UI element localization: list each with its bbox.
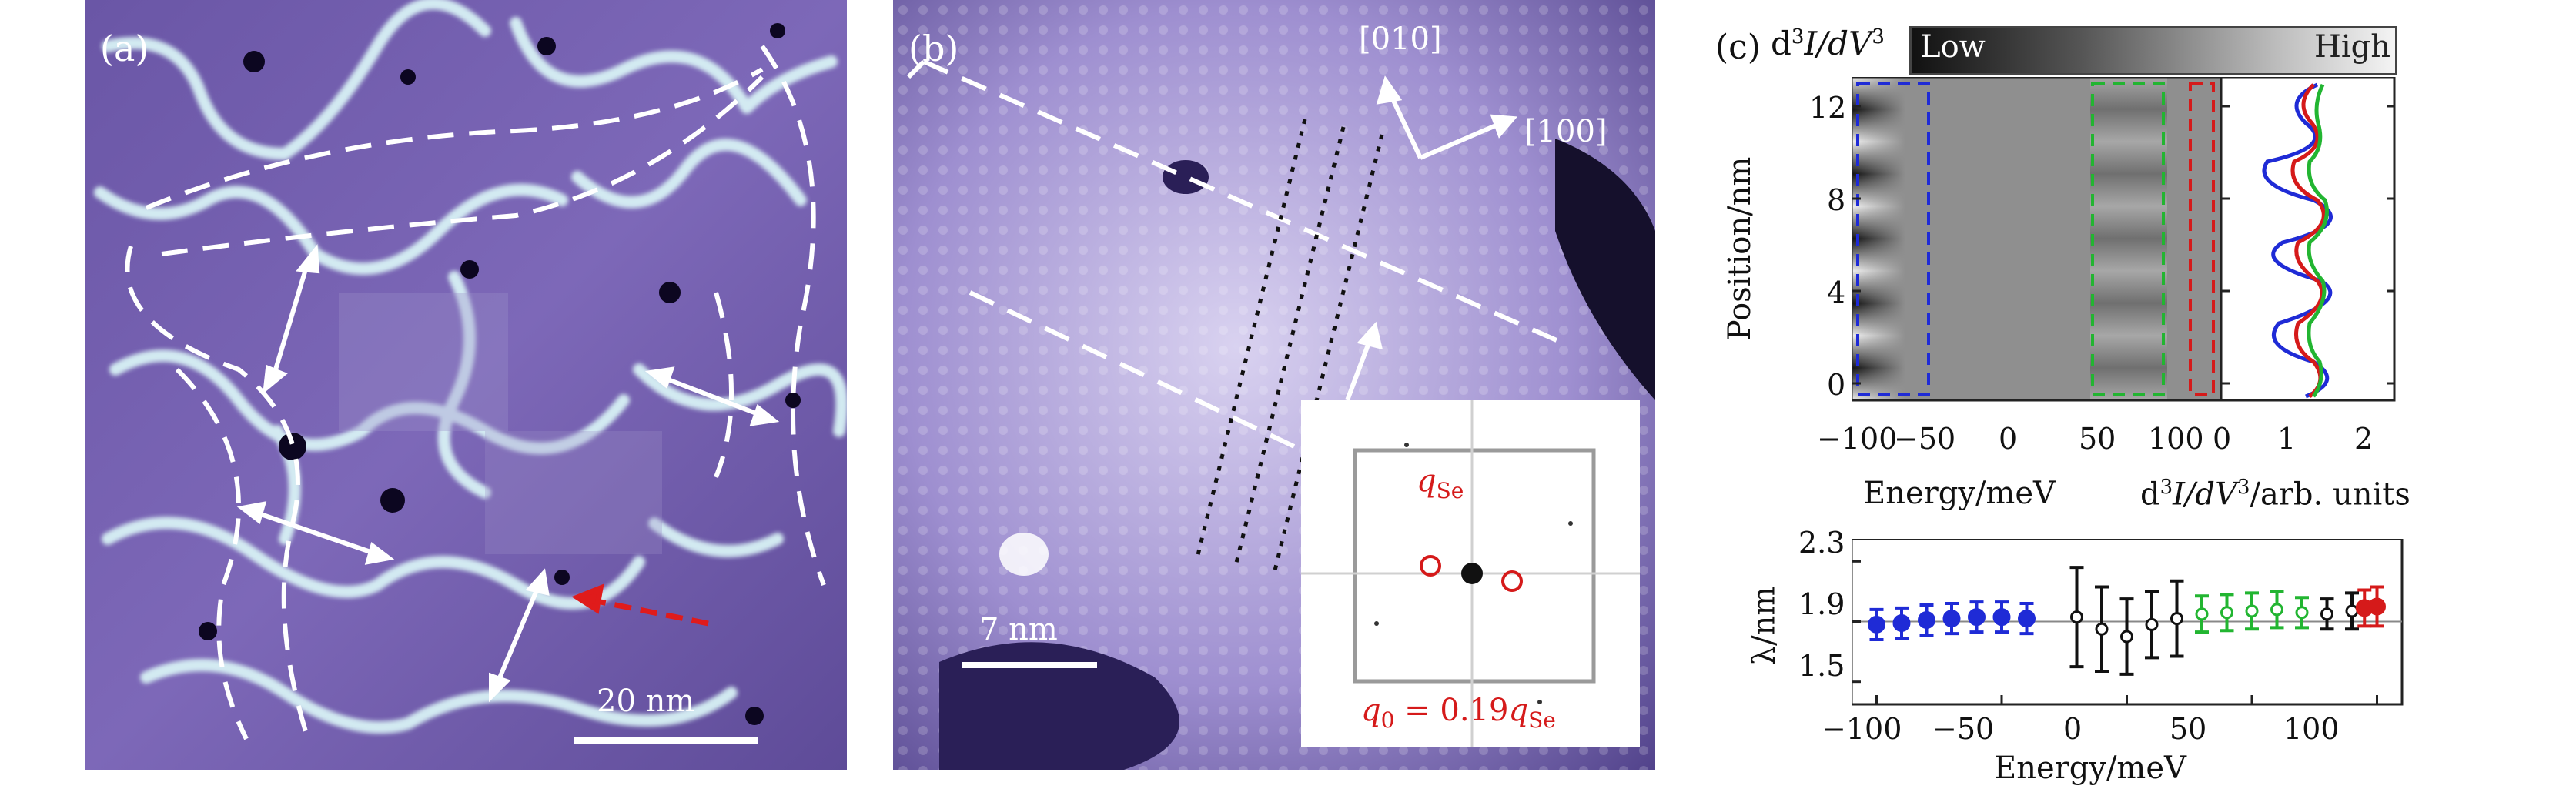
point-s0-0 [1868,615,1885,634]
lambda-ylabel: λ/nm [1746,586,1782,666]
point-s1-4 [2170,612,2183,626]
point-s3-0 [2320,607,2333,621]
point-s0-6 [2018,610,2036,628]
lambda-ytick-1.9: 1.9 [1798,587,1845,621]
lambda-vs-energy-chart [1852,539,2404,706]
map-xtick-100: 100 [2148,422,2204,456]
stm-image-b: (b) [010] [100] 7 nm qSe q0 = 0.19qSe [893,0,1655,770]
direction-010-label: [010] [1359,22,1442,57]
lambda-xtick-0: 0 [2063,712,2083,746]
colorbar-high-label: High [2314,29,2391,65]
scale-bar-a [574,737,758,744]
point-s1-1 [2095,622,2109,636]
map-xtick-m50: −50 [1894,422,1956,456]
position-energy-map [1852,77,2396,402]
point-s1-0 [2070,610,2083,624]
colorbar [1909,26,2397,75]
lambda-xtick-100: 100 [2283,712,2340,746]
map-ytick-12: 12 [1809,91,1847,125]
profile-xtick-1: 1 [2277,422,2297,456]
profile-xtick-2: 2 [2354,422,2374,456]
stm-topograph-b [893,0,1655,770]
map-xtick-0: 0 [1999,422,2018,456]
point-s0-1 [1892,613,1911,632]
direction-100-label: [100] [1524,114,1607,149]
point-s2-4 [2295,606,2309,620]
map-ylabel: Position/nm [1722,156,1758,341]
stm-image-a: (a) 20 nm [85,0,847,770]
lambda-ytick-1.5: 1.5 [1798,649,1845,683]
point-s2-0 [2195,607,2209,621]
point-s0-4 [1968,608,1986,627]
map-xlabel: Energy/meV [1863,476,2056,511]
inset-q-se-label: qSe [1417,463,1464,503]
lambda-xtick-m50: −50 [1932,712,1995,746]
scale-bar-b-text: 7 nm [979,612,1058,647]
point-s0-5 [1992,608,2011,627]
lambda-xtick-m100: −100 [1822,712,1902,746]
scale-bar-b [962,662,1097,668]
inset-q0-label: q0 = 0.19qSe [1361,693,1556,733]
stm-topograph-a [85,0,847,770]
point-s2-2 [2245,604,2259,618]
point-s4-1 [2368,597,2386,616]
scale-bar-a-text: 20 nm [597,684,695,719]
point-s1-3 [2145,617,2159,631]
map-ytick-4: 4 [1827,276,1846,309]
lambda-ytick-2.3: 2.3 [1798,526,1845,560]
profile-xlabel: d3I/dV3/arb. units [2140,476,2410,513]
point-s2-3 [2270,603,2283,617]
lambda-xtick-50: 50 [2170,712,2207,746]
point-s0-3 [1942,610,1961,628]
map-ytick-0: 0 [1827,368,1846,402]
profile-xtick-0: 0 [2213,422,2232,456]
map-ytick-8: 8 [1827,183,1846,217]
panel-a-label: (a) [100,28,149,69]
point-s2-1 [2220,606,2233,620]
colorbar-title: d3I/dV3 [1771,25,1885,62]
lambda-xlabel: Energy/meV [1994,751,2186,786]
map-xtick-m100: −100 [1817,422,1898,456]
point-s1-2 [2120,630,2133,644]
point-s0-2 [1918,611,1935,630]
map-xtick-50: 50 [2079,422,2116,456]
panel-b-label: (b) [908,28,959,69]
colorbar-low-label: Low [1920,29,1986,65]
panel-c-label: (c) [1715,28,1761,67]
